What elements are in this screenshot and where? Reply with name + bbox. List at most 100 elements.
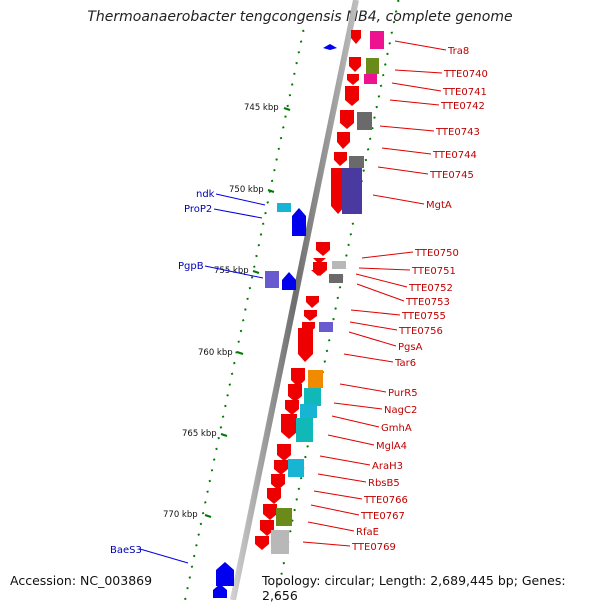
gene-arrow[interactable] [306,296,319,308]
tick-mark [286,104,289,108]
gene-label[interactable]: PgsA [398,342,423,353]
gene-arrow[interactable] [337,132,350,149]
cog-box-tte0752[interactable] [329,274,343,283]
gene-arrow[interactable] [313,258,326,264]
tick-mark [199,522,203,526]
tick-mark [210,469,214,472]
gene-arrow[interactable] [340,110,354,129]
gene-label[interactable]: Tar6 [394,358,416,369]
tick-mark [270,179,274,183]
tick-mark [381,73,385,77]
gene-arrow[interactable] [216,562,234,586]
tick-mark [390,31,394,34]
gene-label[interactable]: MgtA [426,200,452,211]
cog-box-gmha[interactable] [300,404,317,418]
gene-arrow[interactable] [334,152,347,166]
gene-label[interactable]: TTE0742 [440,101,485,112]
gene-label[interactable]: Tra8 [447,46,469,57]
gene-arrow[interactable] [304,310,317,321]
gene-arrow[interactable] [351,30,361,44]
cog-box-tte0740[interactable] [366,58,379,74]
gene-arrow[interactable] [277,444,291,461]
gene-arrow[interactable] [288,384,302,402]
cog-box-purr5[interactable] [308,370,323,388]
tick-mark [204,501,207,504]
gene-label[interactable]: TTE0743 [435,127,480,138]
topology-text: Topology: circular; Length: 2,689,445 bp… [262,573,566,603]
cog-box-pgpb[interactable] [265,271,279,288]
tick-mark [228,383,232,386]
gene-arrow[interactable] [274,460,288,475]
gene-label[interactable]: ndk [196,189,215,200]
gene-label[interactable]: TTE0740 [443,69,488,80]
gene-label[interactable]: TTE0741 [442,87,487,98]
gene-arrow[interactable] [311,270,325,276]
gene-arrow[interactable] [281,414,297,439]
gene-label[interactable]: ProP2 [184,204,212,215]
cog-box-tte0743[interactable] [357,112,372,130]
gene-arrow[interactable] [298,328,313,362]
cog-box-mgla4[interactable] [296,418,313,442]
outer-tick-track-reverse [184,29,305,600]
tick-mark [188,576,192,579]
gene-label[interactable]: PurR5 [388,388,418,399]
gene-arrow[interactable] [263,504,277,520]
tick-mark [282,561,286,565]
gene-arrow[interactable] [347,74,359,85]
gene-arrow[interactable] [291,368,305,387]
kbp-label-770: 770 kbp [163,510,198,520]
gene-arrow[interactable] [331,168,345,214]
gene-arrow[interactable] [213,584,227,598]
gene-label[interactable]: TTE0767 [360,511,405,522]
gene-label[interactable]: MglA4 [376,441,407,452]
gene-arrow[interactable] [260,520,274,536]
gene-label[interactable]: RfaE [356,527,379,538]
cog-box-mgta[interactable] [342,168,362,214]
gene-arrow[interactable] [349,57,361,72]
tick-mark [293,508,296,512]
cog-box-nagc2[interactable] [304,388,321,406]
cog-box-arah3[interactable] [288,459,304,477]
gene-arrow[interactable] [323,44,337,50]
gene-label[interactable]: AraH3 [372,461,403,472]
cog-box-tte0741[interactable] [364,74,377,84]
gene-label[interactable]: TTE0769 [351,542,396,553]
tick-mark [295,498,298,501]
tick-mark [277,147,281,151]
gene-label[interactable]: TTE0766 [363,495,408,506]
tick-mark [248,286,252,290]
gene-arrow[interactable] [316,242,330,256]
gene-label[interactable]: TTE0752 [408,283,453,294]
gene-arrow[interactable] [267,488,281,504]
cog-box-tte0751[interactable] [332,261,346,269]
cog-box-ndk[interactable] [277,203,291,212]
gene-label[interactable]: TTE0755 [401,311,446,322]
gene-label[interactable]: RbsB5 [368,478,400,489]
gene-arrow[interactable] [271,474,285,490]
gene-label[interactable]: NagC2 [384,405,417,416]
cog-box-tra8[interactable] [370,31,384,49]
gene-label[interactable]: TTE0751 [411,266,456,277]
forward-cog-track [271,31,384,554]
gene-label[interactable]: BaeS3 [110,545,142,556]
gene-arrow[interactable] [285,400,299,415]
gene-arrow[interactable] [345,86,359,106]
tick-mark [212,458,216,461]
gene-label[interactable]: GmhA [381,423,412,434]
cog-box-rfae[interactable] [276,508,292,526]
accession-text: Accession: NC_003869 [10,573,153,588]
gene-label[interactable]: TTE0756 [398,326,443,337]
gene-label[interactable]: TTE0753 [405,297,450,308]
tick-mark [302,29,305,33]
gene-label[interactable]: PgpB [178,261,204,272]
gene-arrow[interactable] [282,272,296,290]
gene-arrow[interactable] [292,208,306,236]
gene-label[interactable]: TTE0744 [432,150,477,161]
cog-box-tte0745[interactable] [349,156,364,168]
gene-arrow[interactable] [255,536,269,550]
gene-label[interactable]: TTE0745 [429,170,474,181]
gene-label[interactable]: TTE0750 [414,248,459,259]
cog-box-tte0769[interactable] [271,530,289,554]
cog-box-tte0756[interactable] [319,322,333,332]
tick-mark [266,201,269,204]
